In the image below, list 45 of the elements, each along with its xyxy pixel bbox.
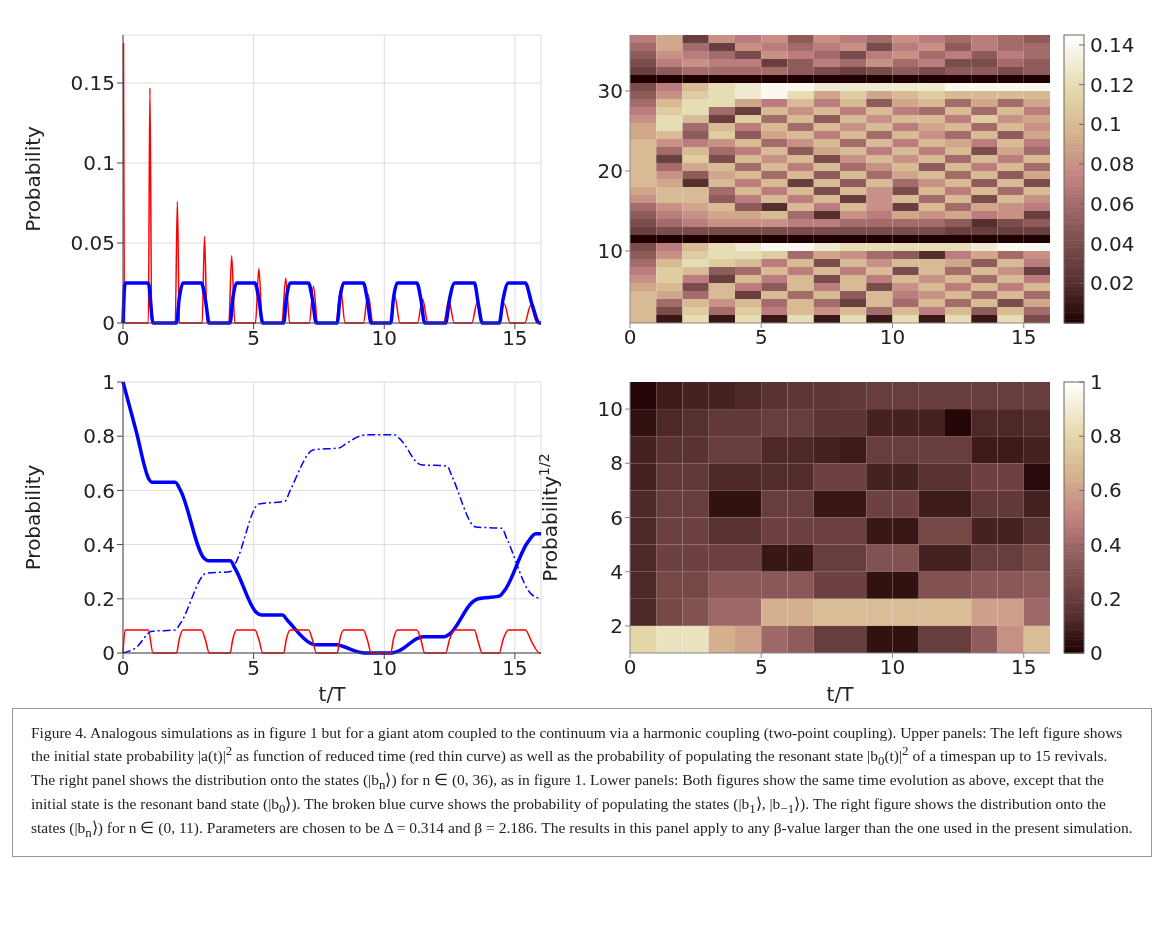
color-bar-label: 0.6 <box>1090 478 1122 503</box>
y-tick-label: 0.15 <box>70 71 115 96</box>
y-tick-label: 1 <box>102 370 115 395</box>
y-axis-title: Probability <box>21 125 45 232</box>
y-tick-label: 8 <box>610 451 623 476</box>
color-bar-label: 0.02 <box>1090 271 1135 296</box>
color-bar-label: 0.12 <box>1090 72 1135 97</box>
color-bar-label: 0.4 <box>1090 532 1122 557</box>
x-axis-title: t/T <box>826 682 855 706</box>
y-tick-label: 0.6 <box>83 478 115 503</box>
x-tick-label: 15 <box>502 656 528 681</box>
color-bar-label: 0.1 <box>1090 112 1122 137</box>
x-tick-label: 10 <box>879 655 906 680</box>
y-tick-label: 0.4 <box>83 532 115 557</box>
y-tick-label: 4 <box>610 559 623 584</box>
x-tick-label: 5 <box>247 326 260 351</box>
x-tick-label: 10 <box>371 326 397 351</box>
color-bar-label: 0.06 <box>1090 191 1135 216</box>
y-tick-label: 10 <box>597 239 623 264</box>
y-tick-label: 0.05 <box>70 231 115 256</box>
x-tick-label: 5 <box>754 325 768 350</box>
x-tick-label: 15 <box>1011 325 1037 350</box>
x-tick-label: 10 <box>371 656 397 681</box>
y-tick-label: 0.2 <box>83 586 115 611</box>
y-tick-label: 0.1 <box>83 151 115 176</box>
color-bar-label: 0.04 <box>1090 231 1135 256</box>
y-tick-label: 30 <box>597 79 623 104</box>
x-tick-label: 15 <box>502 326 528 351</box>
color-bar-label: 0.08 <box>1090 152 1135 177</box>
x-tick-label: 10 <box>879 325 906 350</box>
color-bar-label: 1 <box>1090 370 1103 394</box>
y-axis-title: Probability <box>21 464 45 571</box>
y-tick-label: 6 <box>610 505 623 530</box>
y-tick-label: 0.8 <box>83 424 115 449</box>
color-bar-label: 0.8 <box>1090 424 1122 449</box>
color-bar-label: 0.14 <box>1090 32 1135 57</box>
y-tick-label: 10 <box>597 397 623 422</box>
x-tick-label: 15 <box>1011 655 1037 680</box>
x-axis-title: t/T <box>318 682 347 706</box>
y-tick-label: 2 <box>610 614 623 638</box>
x-tick-label: 5 <box>247 656 260 681</box>
color-bar-label: 0.2 <box>1090 586 1122 611</box>
text: Figure 4. Analogous simulations as in figure 1 but for a giant atom coupled to the continuum via a harmonic coupling (two-point coupling). Upper panels: The left figure shows the initial state probability |a(t)|$^{2}$ as function of reduced time (red thin curve) as well as the probability of populating the resonant state |b$_{0}$(t)|$^{2}$ of a timespan up to 15 revivals. The right panel shows the distribution onto the states (|b$_{n}$⟩) for n ∈ (0, 36), as in figure 1. Lower panels: Both figures show the same time evolution as above, except that the initial state is the resonant band state (|b$_{0}$⟩). The broken blue curve shows the probability of populating the states (|b$_{1}$⟩, |b$_{−1}$⟩). The right figure shows the distribution onto the states (|b$_{n}$⟩) for n ∈ (0, 11). Parameters are chosen to be Δ = 0.314 and β = 2.186. The results in this panel apply to any β-value larger than the one used in the present simulation. <box>31 724 1133 841</box>
x-tick-label: 5 <box>754 655 768 680</box>
y-tick-label: 20 <box>597 159 623 184</box>
